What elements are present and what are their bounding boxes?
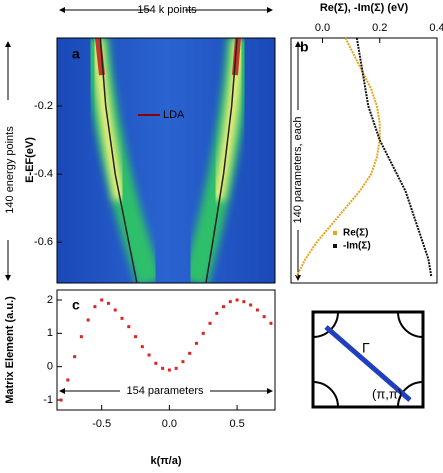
x-axis-label: Re(Σ), -Im(Σ) (eV) [320,2,409,14]
y-axis-label: E-EF(eV) [24,137,36,183]
series-line [355,37,433,277]
legend-label: -Im(Σ) [343,241,371,252]
frame-b [290,37,438,284]
point [228,300,232,304]
point [167,368,171,372]
x-tick-label: 0.0 [162,418,177,430]
legend-label: Re(Σ) [343,228,368,239]
point [235,298,239,302]
y-tick-label: -0.2 [34,100,53,112]
x-tick-label: -0.5 [92,418,111,430]
point [93,305,97,309]
point [73,355,77,359]
side-note: 140 parameters, each [292,116,304,223]
point [59,398,63,402]
gamma-label: Γ [362,340,370,356]
point [127,325,131,329]
panel-label: a [72,46,80,62]
annotation: 154 parameters [126,385,204,397]
spectral-image [57,38,275,283]
x-axis-label: k(π/a) [150,455,181,467]
point [222,305,226,309]
x-tick-label: 0.5 [229,418,244,430]
y-tick-label: -1 [43,394,53,406]
point [79,335,83,339]
point [140,345,144,349]
point [100,298,104,302]
series-line [99,37,138,284]
series-line [205,37,238,284]
point [249,303,253,307]
panel-label: b [300,39,309,55]
x-tick-label: 0.2 [372,22,387,34]
point [215,311,219,315]
point [66,378,70,382]
corner-label: (π,π) [372,386,402,401]
point [242,300,246,304]
legend-swatch [333,231,337,235]
point [262,315,266,319]
point [147,353,151,357]
legend-swatch [333,244,337,248]
annotation: LDA [163,109,185,121]
point [269,321,273,325]
y-tick-label: -0.6 [34,236,53,248]
point [86,318,90,322]
point [134,335,138,339]
top-note: 154 k points [137,4,197,16]
panel-label: c [72,297,80,313]
point [255,308,259,312]
point [161,366,165,370]
y-tick-label: 2 [47,294,53,306]
point [201,331,205,335]
y-tick-label: -0.4 [34,168,53,180]
point [208,321,212,325]
fermi-surface-diagram [311,310,425,409]
point [120,316,124,320]
frame-a [56,37,276,284]
y-tick-label: 0 [47,361,53,373]
point [174,366,178,370]
y-tick-label: 1 [47,327,53,339]
side-note: 140 energy points [4,126,16,214]
y-axis-label: Matrix Element (a.u.) [4,296,16,404]
series-line [295,37,381,277]
x-tick-label: 0.0 [315,22,330,34]
x-tick-label: 0.4 [429,22,443,34]
point [194,341,198,345]
point [113,308,117,312]
point [181,360,185,364]
frame-c [56,289,276,411]
point [106,301,110,305]
point [188,351,192,355]
point [154,361,158,365]
